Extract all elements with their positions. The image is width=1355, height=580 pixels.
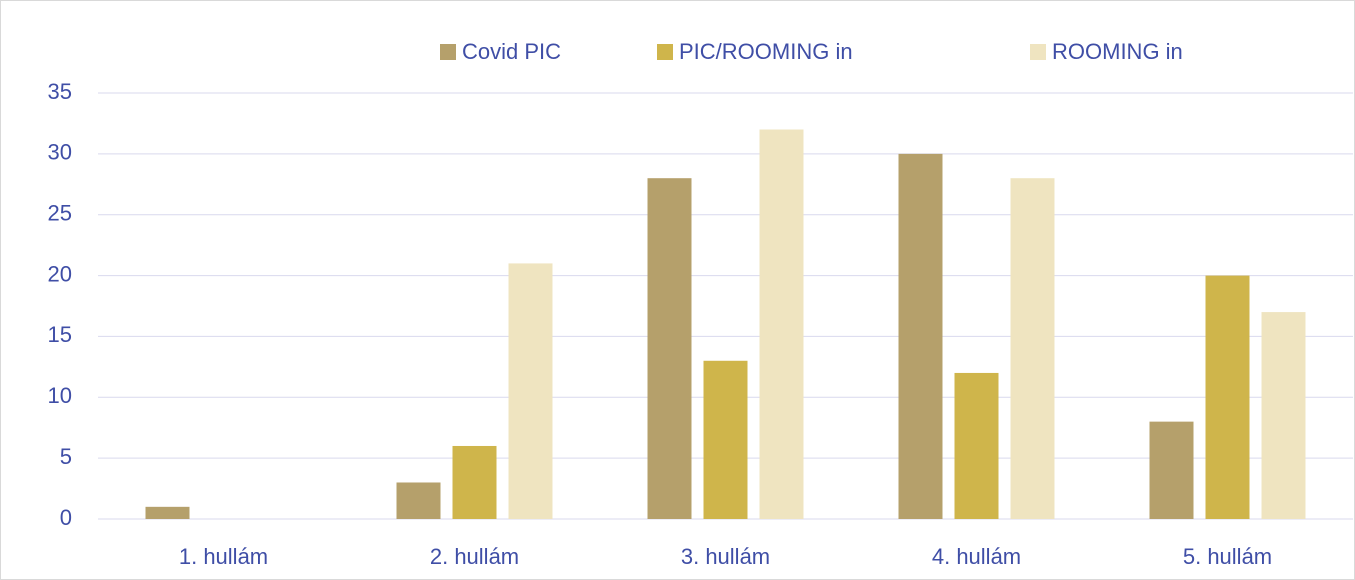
bar bbox=[898, 153, 943, 519]
bar bbox=[452, 445, 497, 519]
y-tick-label: 30 bbox=[48, 140, 72, 165]
bar bbox=[954, 372, 999, 519]
legend-swatch bbox=[1030, 44, 1046, 60]
x-tick-label: 3. hullám bbox=[681, 544, 770, 569]
y-tick-label: 20 bbox=[48, 261, 72, 286]
bar bbox=[647, 178, 692, 519]
legend-swatch bbox=[657, 44, 673, 60]
legend-swatch bbox=[440, 44, 456, 60]
y-tick-label: 5 bbox=[60, 444, 72, 469]
legend-label: Covid PIC bbox=[462, 39, 561, 64]
x-tick-label: 1. hullám bbox=[179, 544, 268, 569]
bar bbox=[703, 360, 748, 519]
bar bbox=[1261, 312, 1306, 519]
y-tick-label: 10 bbox=[48, 383, 72, 408]
bar bbox=[759, 129, 804, 519]
y-tick-label: 0 bbox=[60, 505, 72, 530]
y-tick-label: 35 bbox=[48, 79, 72, 104]
bar bbox=[396, 482, 441, 519]
bar bbox=[1149, 421, 1194, 519]
y-tick-label: 25 bbox=[48, 201, 72, 226]
x-tick-label: 2. hullám bbox=[430, 544, 519, 569]
legend-label: ROOMING in bbox=[1052, 39, 1183, 64]
x-tick-label: 4. hullám bbox=[932, 544, 1021, 569]
legend-label: PIC/ROOMING in bbox=[679, 39, 853, 64]
y-tick-label: 15 bbox=[48, 322, 72, 347]
bar bbox=[508, 263, 553, 519]
x-tick-label: 5. hullám bbox=[1183, 544, 1272, 569]
bar bbox=[145, 506, 190, 519]
bar bbox=[1205, 275, 1250, 519]
bar bbox=[1010, 178, 1055, 519]
